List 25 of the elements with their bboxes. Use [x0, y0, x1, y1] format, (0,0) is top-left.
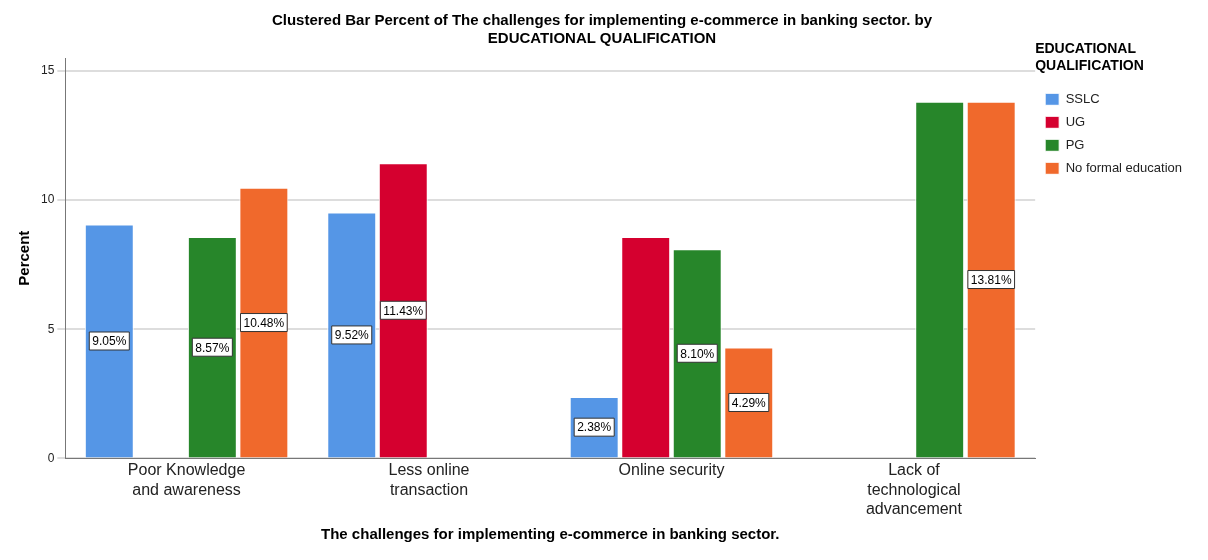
x-tick-label: Poor Knowledge and awareness: [127, 461, 246, 498]
y-axis-title: Percent: [15, 230, 33, 286]
data-label: 8.10%: [680, 346, 715, 361]
x-tick-label: Lack of technological advancement: [865, 461, 963, 517]
x-axis-title: The challenges for implementing e-commerce in banking sector.: [321, 525, 780, 543]
data-label: 8.57%: [195, 340, 230, 355]
data-label: 9.52%: [334, 328, 370, 343]
legend-label: UG: [1065, 113, 1086, 129]
y-tick-label: 15: [40, 63, 55, 78]
legend-label: SSLC: [1065, 90, 1100, 106]
chart-title: Clustered Bar Percent of The challenges for implementing e-commerce in banking sector. by EDUCATIONAL QUALIFICATION: [271, 11, 933, 47]
data-label: 11.43%: [383, 303, 424, 318]
x-tick-label: Less online transaction: [388, 461, 470, 498]
data-label: 10.48%: [243, 315, 285, 330]
data-label: 2.38%: [577, 420, 612, 435]
y-tick-label: 5: [47, 321, 55, 336]
data-label: 9.05%: [92, 334, 127, 349]
y-tick-label: 0: [47, 450, 55, 465]
y-tick-label: 10: [40, 192, 55, 207]
x-tick-label: Online security: [618, 461, 725, 479]
data-label: 13.81%: [970, 272, 1012, 287]
legend-label: No formal education: [1065, 159, 1182, 175]
data-label: 4.29%: [731, 395, 767, 410]
legend-title: EDUCATIONAL QUALIFICATION: [1035, 39, 1144, 73]
legend-label: PG: [1065, 136, 1085, 152]
